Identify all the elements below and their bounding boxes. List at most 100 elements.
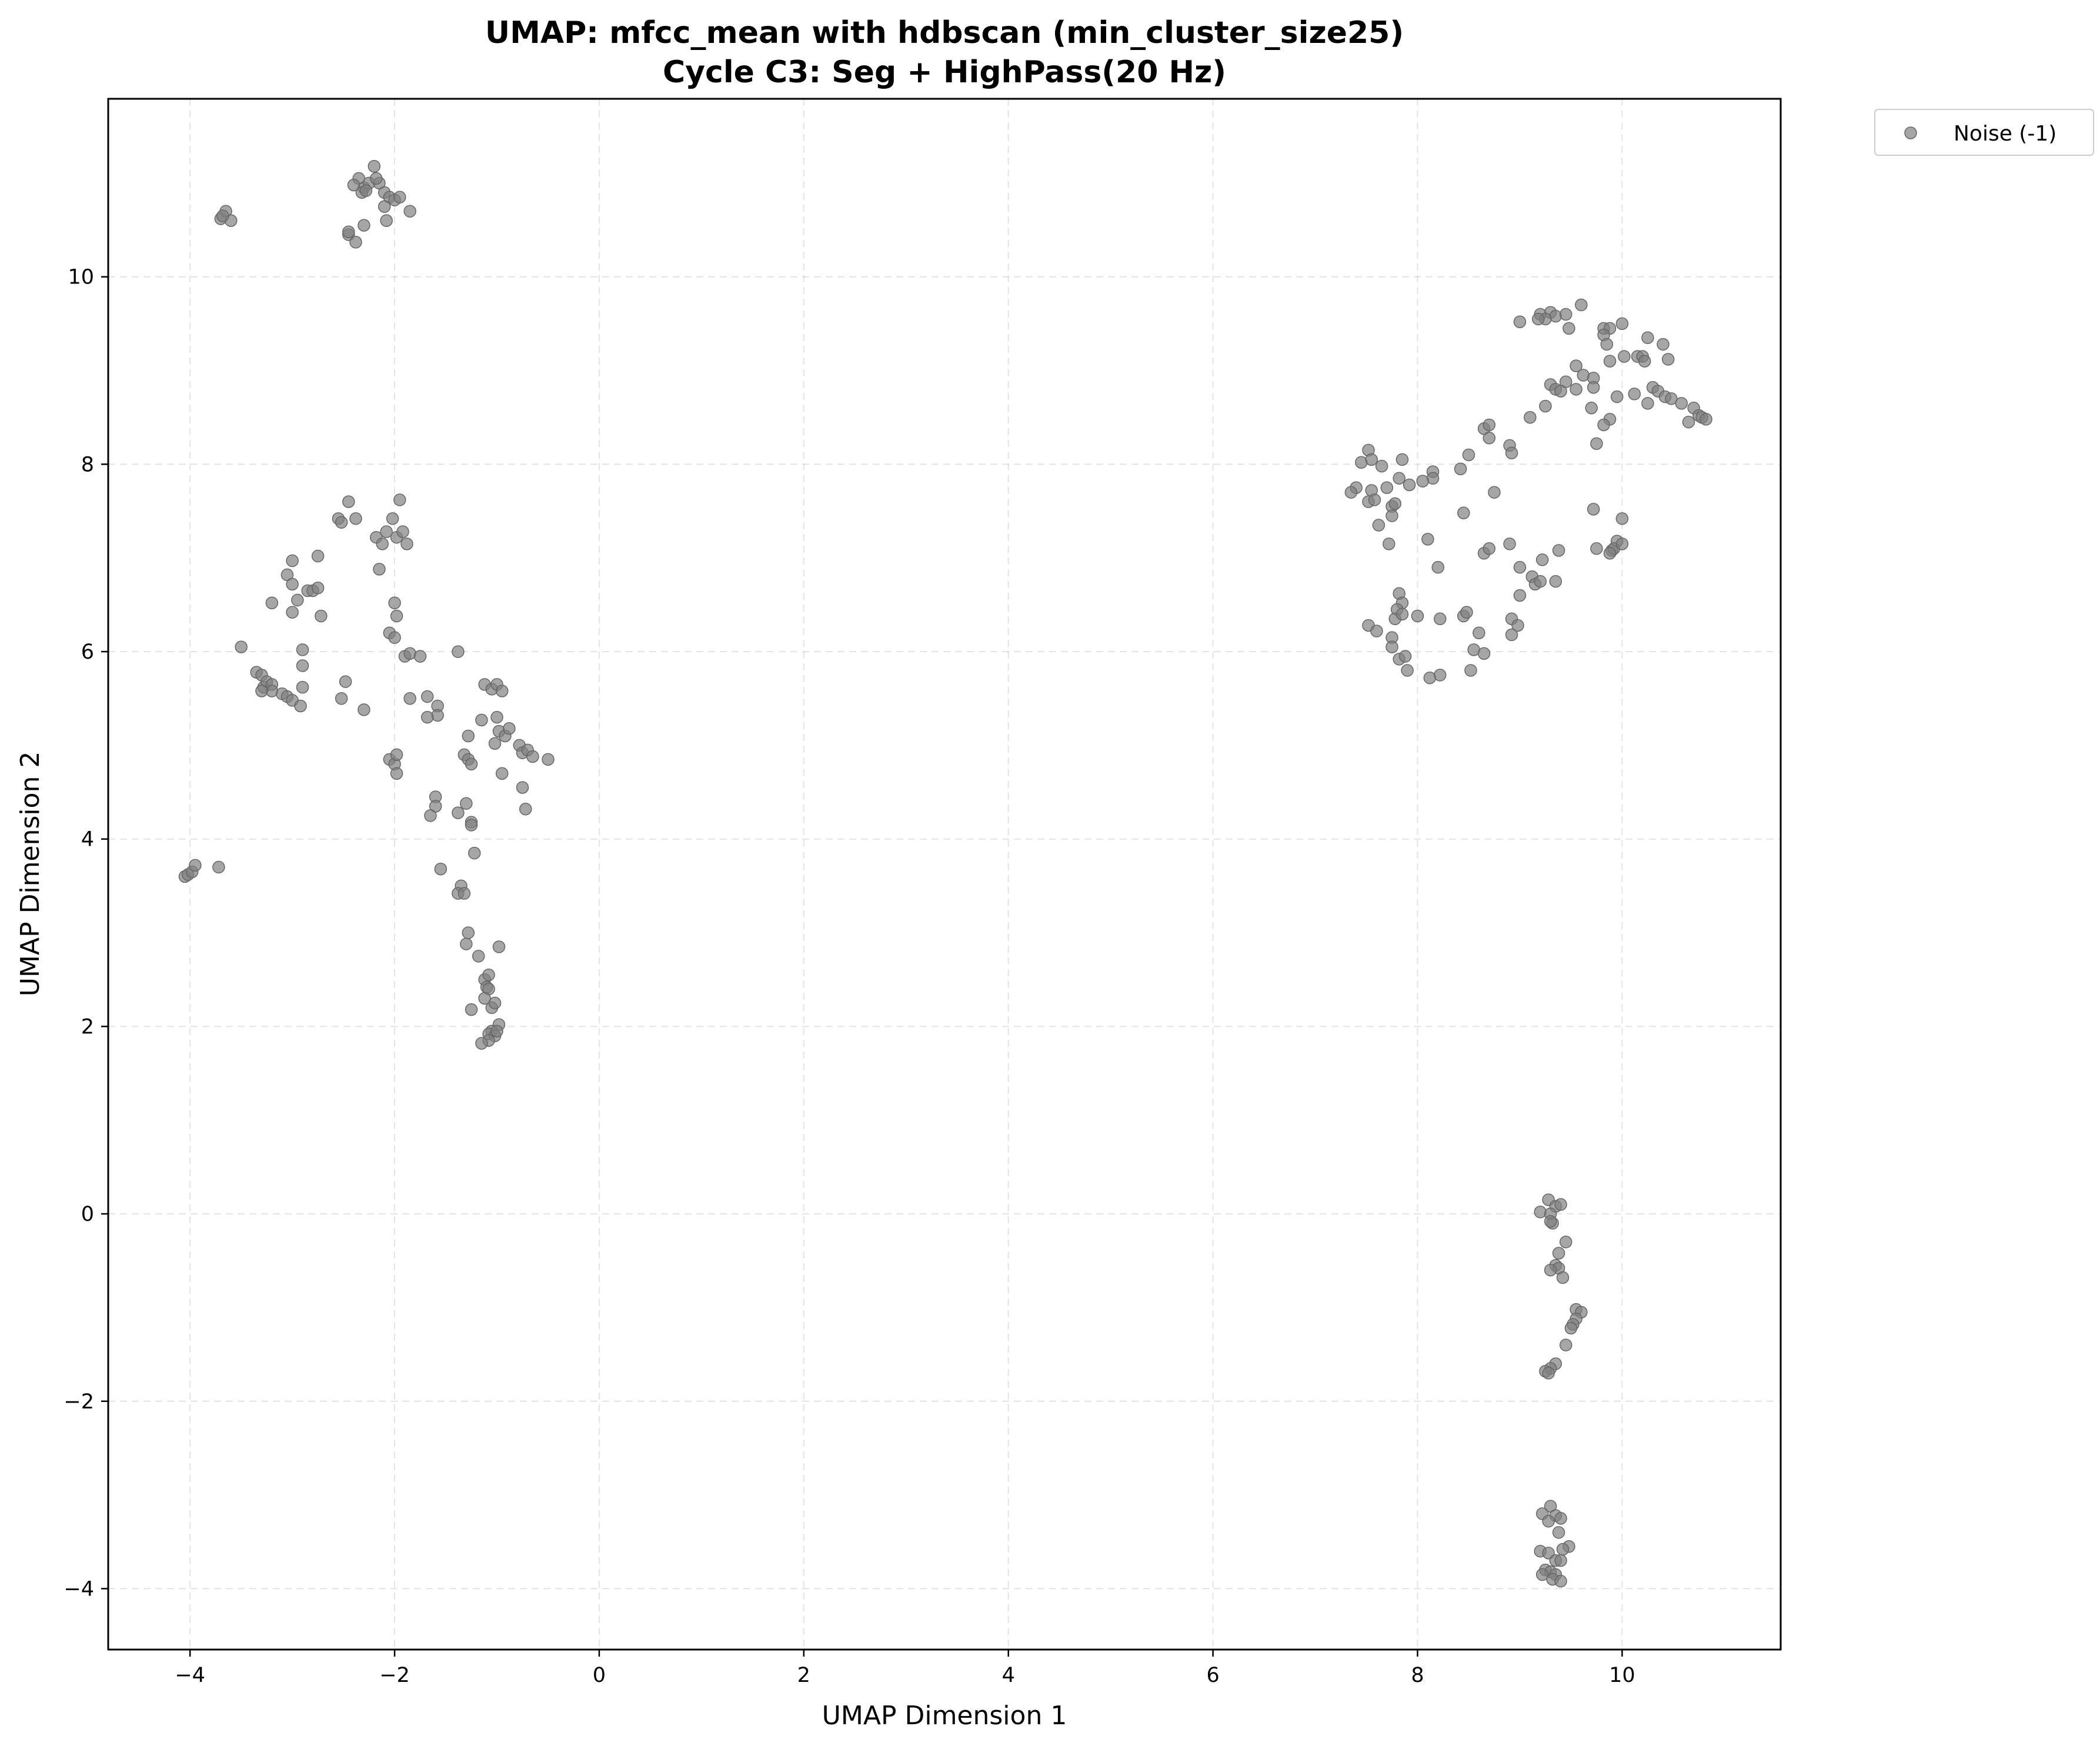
legend-label-noise: Noise (-1) — [1954, 122, 2056, 146]
data-point — [1559, 308, 1573, 321]
data-point — [1549, 575, 1563, 588]
chart-title: UMAP: mfcc_mean with hdbscan (min_cluste… — [485, 15, 1404, 51]
data-point — [1503, 538, 1516, 550]
data-point — [526, 750, 539, 763]
data-point — [1532, 312, 1545, 326]
data-point — [403, 205, 416, 218]
data-point — [1488, 486, 1501, 499]
legend: Noise (-1) — [1874, 109, 2094, 156]
data-point — [1590, 542, 1603, 555]
data-point — [1554, 1512, 1567, 1525]
data-point — [291, 593, 304, 607]
data-point — [393, 493, 406, 506]
data-point — [349, 512, 362, 525]
data-point — [1524, 410, 1537, 424]
data-point — [315, 609, 328, 623]
y-tick-label: 2 — [81, 1015, 94, 1039]
data-point — [1615, 538, 1629, 550]
data-point — [1590, 437, 1603, 450]
data-point — [1483, 418, 1496, 432]
data-point — [424, 809, 437, 822]
data-point — [393, 191, 406, 204]
data-point — [189, 859, 202, 872]
data-point — [1570, 383, 1582, 396]
data-point — [388, 596, 401, 609]
data-point — [1431, 560, 1445, 574]
data-point — [516, 781, 529, 794]
data-point — [1665, 392, 1678, 405]
chart-subtitle: Cycle C3: Seg + HighPass(20 Hz) — [663, 55, 1226, 90]
x-tick-label: 10 — [1609, 1664, 1635, 1687]
data-point — [1682, 415, 1695, 429]
data-point — [349, 236, 362, 249]
data-point — [1661, 353, 1675, 366]
data-point — [390, 767, 403, 780]
data-point — [358, 219, 370, 232]
data-point — [1462, 448, 1475, 462]
data-point — [335, 692, 348, 705]
data-point — [1544, 1263, 1557, 1277]
data-point — [1638, 355, 1651, 368]
data-point — [1395, 607, 1409, 621]
data-point — [1403, 478, 1416, 492]
data-point — [390, 748, 403, 762]
data-point — [462, 926, 475, 939]
data-point — [1554, 1198, 1567, 1211]
data-point — [1559, 1236, 1573, 1248]
data-point — [1380, 481, 1394, 494]
data-point — [1505, 446, 1518, 460]
legend-marker — [1904, 126, 1917, 139]
data-point — [339, 675, 352, 688]
x-tick-label: 4 — [1002, 1664, 1015, 1687]
data-point — [1615, 512, 1629, 525]
data-point — [373, 563, 386, 576]
data-point — [1370, 625, 1383, 637]
data-point — [1457, 506, 1470, 520]
data-point — [286, 606, 299, 619]
data-point — [462, 729, 475, 743]
data-point — [1375, 459, 1388, 473]
data-point — [1535, 553, 1549, 566]
x-tick-label: −2 — [379, 1664, 410, 1687]
data-point — [1534, 1206, 1547, 1218]
data-point — [1618, 350, 1631, 363]
data-point — [1559, 1338, 1573, 1351]
data-point — [490, 1024, 503, 1038]
data-point — [431, 709, 444, 722]
data-point — [472, 950, 485, 963]
x-tick-label: 0 — [593, 1664, 606, 1687]
data-point — [1575, 298, 1588, 312]
x-axis-label: UMAP Dimension 1 — [822, 1701, 1067, 1731]
data-point — [296, 643, 309, 656]
data-point — [286, 577, 299, 591]
data-point — [1454, 462, 1467, 476]
data-point — [452, 806, 465, 819]
data-point — [1365, 453, 1378, 466]
data-point — [495, 685, 509, 697]
data-point — [1597, 418, 1610, 432]
y-tick-label: 4 — [81, 828, 94, 852]
data-point — [1587, 503, 1600, 516]
data-point — [1539, 399, 1552, 413]
y-tick-label: 8 — [81, 453, 94, 476]
data-point — [1388, 497, 1401, 510]
data-point — [1477, 647, 1491, 660]
data-point — [1544, 1215, 1557, 1228]
data-point — [311, 549, 325, 563]
data-point — [475, 1037, 488, 1050]
data-point — [490, 710, 503, 724]
data-point — [235, 640, 248, 653]
data-point — [503, 722, 516, 735]
data-point — [378, 200, 391, 213]
data-point — [1675, 397, 1688, 410]
data-point — [1398, 650, 1412, 663]
data-point — [359, 184, 373, 197]
data-point — [1344, 486, 1358, 499]
data-point — [1615, 317, 1629, 330]
data-point — [1552, 1247, 1565, 1260]
data-point — [1700, 413, 1712, 426]
data-point — [342, 225, 355, 239]
data-point — [1368, 493, 1381, 506]
data-point — [1628, 388, 1641, 400]
data-point — [1641, 331, 1654, 345]
